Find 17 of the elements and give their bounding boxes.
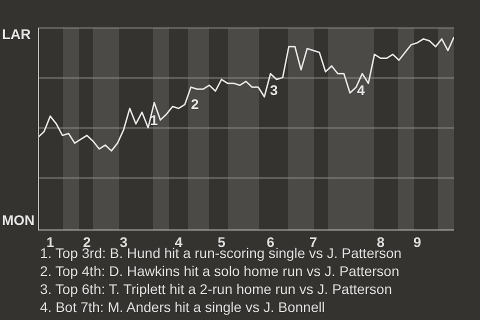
text: 4. Bot 7th: M. Anders hit a single vs J. Bonnell — [40, 298, 326, 316]
x-tick-label: 3 — [120, 234, 128, 250]
text: LAR — [2, 26, 31, 42]
x-tick-label: 7 — [309, 234, 318, 250]
x-tick-label: 5 — [218, 234, 226, 250]
x-tick-label: 1 — [46, 234, 54, 250]
text: 2. Top 4th: D. Hawkins hit a solo home run vs J. Patterson — [40, 262, 400, 280]
x-tick-label: 9 — [413, 234, 422, 250]
annotation: 2 — [191, 96, 199, 112]
x-tick-label: 8 — [376, 234, 385, 250]
annotation: 1 — [150, 112, 158, 128]
text: 3. Top 6th: T. Triplett hit a 2-run home run vs J. Patterson — [40, 280, 393, 298]
x-tick-label: 4 — [174, 234, 183, 250]
annotation: 3 — [270, 82, 278, 98]
annotation: 4 — [357, 82, 365, 98]
x-tick-label: 6 — [266, 234, 275, 250]
text: MON — [2, 212, 35, 228]
